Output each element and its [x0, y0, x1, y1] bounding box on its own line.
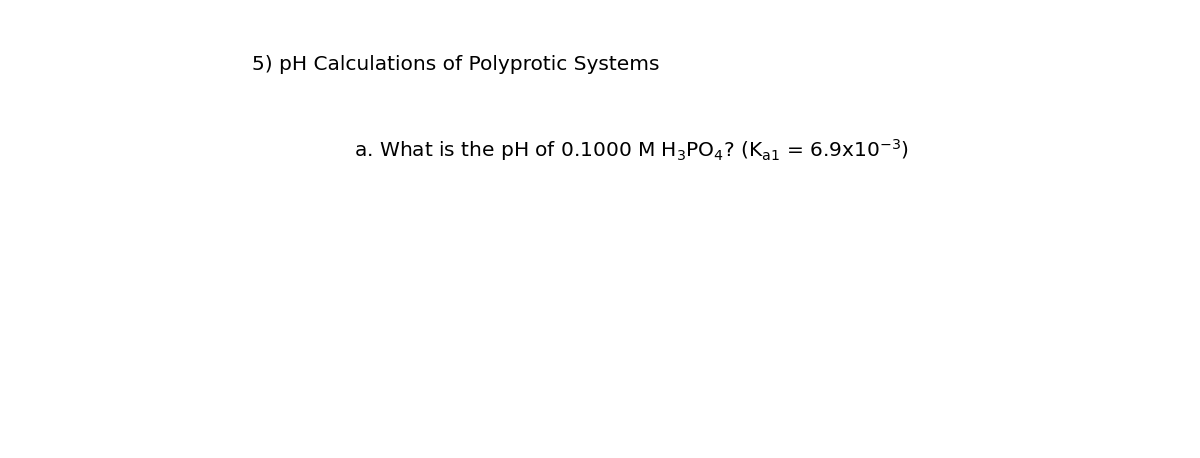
Text: a. What is the pH of 0.1000 M H$_3$PO$_4$? (K$_{\mathrm{a1}}$ = 6.9x10$^{-3}$): a. What is the pH of 0.1000 M H$_3$PO$_4… [354, 137, 908, 164]
Text: 5) pH Calculations of Polyprotic Systems: 5) pH Calculations of Polyprotic Systems [252, 55, 660, 74]
